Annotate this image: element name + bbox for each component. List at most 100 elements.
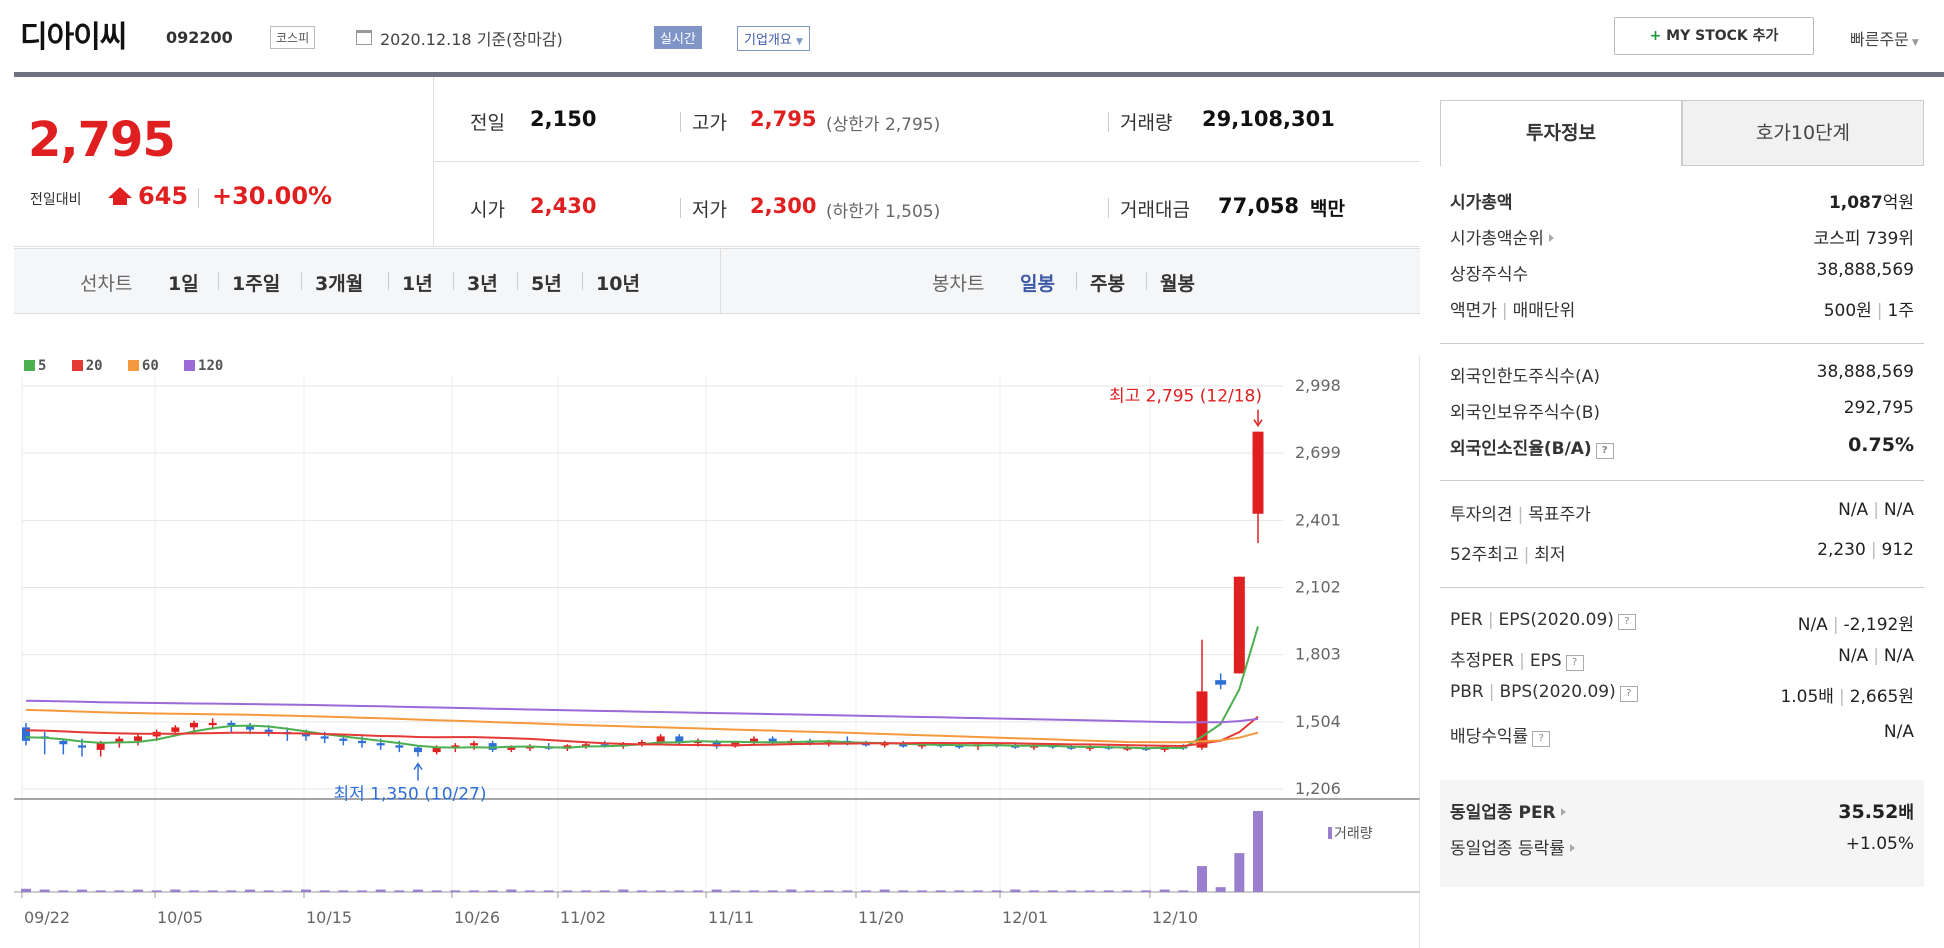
candle-body: [59, 740, 68, 745]
target-text: 목표주가: [1528, 505, 1591, 525]
foreign-hold-row: 외국인보유주식수(B) 292,795: [1440, 398, 1924, 434]
volume-bar: [487, 890, 498, 892]
market-cap-rank-row[interactable]: 시가총액순위 코스피 739위: [1440, 224, 1924, 260]
tab-investment-info[interactable]: 투자정보: [1440, 100, 1682, 166]
market-cap-value: 1,087억원: [1829, 188, 1914, 213]
candle-body: [507, 747, 516, 750]
candle-body: [339, 738, 348, 741]
peer-change-row[interactable]: 동일업종 등락률 +1.05%: [1440, 834, 1924, 870]
peer-change-label: 동일업종 등락률: [1450, 834, 1575, 859]
opinion-row: 투자의견 | 목표주가 N/A | N/A: [1440, 500, 1924, 536]
volume-bar: [413, 889, 423, 892]
x-tick-label: 11/11: [708, 908, 754, 927]
x-tick-label: 10/15: [306, 908, 352, 927]
divider: [1146, 272, 1147, 290]
divider: [453, 272, 454, 290]
volume-bar: [973, 890, 983, 892]
tab-orderbook[interactable]: 호가10단계: [1682, 100, 1924, 166]
candlestick-chart[interactable]: 2,998 2,699 2,401 2,102 1,803 1,504 1,206 09/22…: [0, 355, 1420, 948]
y-tick-label: 1,803: [1295, 645, 1341, 664]
add-mystock-label: MY STOCK 추가: [1666, 28, 1779, 44]
pbr-val: 1.05배: [1780, 687, 1834, 707]
plus-icon: +: [1649, 28, 1662, 44]
candle-body: [880, 743, 889, 746]
divider: [517, 272, 518, 290]
volume-bar: [842, 890, 853, 892]
market-cap-rank-value: 코스피 739위: [1813, 229, 1914, 249]
y-tick-label: 2,102: [1295, 578, 1341, 597]
candle-weekly[interactable]: 주봉: [1090, 273, 1125, 295]
line-chart-label: 선차트: [80, 273, 133, 295]
volume-bar: [469, 890, 479, 892]
period-1w[interactable]: 1주일: [232, 273, 281, 295]
candle-body: [955, 745, 964, 748]
period-1y[interactable]: 1년: [402, 273, 433, 295]
y-tick-label: 2,699: [1295, 443, 1341, 462]
volume-bar: [506, 889, 517, 892]
min-annotation: 최저 1,350 (10/27): [333, 785, 486, 805]
volume-bar: [375, 889, 386, 892]
market-cap-row: 시가총액 1,087억원: [1440, 188, 1924, 224]
volume-bar: [562, 890, 573, 892]
week52-low: 912: [1881, 540, 1914, 560]
realtime-button[interactable]: 실시간: [654, 26, 702, 49]
pbr-row: PBR | BPS(2020.09)? 1.05배 | 2,665원: [1440, 682, 1924, 718]
period-3m[interactable]: 3개월: [315, 273, 364, 295]
add-mystock-button[interactable]: + MY STOCK 추가: [1614, 17, 1814, 55]
peer-per-label: 동일업종 PER: [1450, 798, 1566, 823]
candle-body: [302, 734, 310, 737]
volume-bar: [823, 890, 834, 892]
help-icon[interactable]: ?: [1565, 655, 1584, 671]
foreign-hold-label: 외국인보유주식수(B): [1450, 403, 1601, 423]
quick-order-label: 빠른주문: [1850, 30, 1909, 49]
lower-limit: (하한가 1,505): [826, 202, 941, 222]
y-tick-label: 1,206: [1295, 779, 1341, 798]
volume-bar: [674, 890, 685, 892]
market-cap-number: 1,087: [1828, 193, 1883, 213]
candle-body: [1123, 747, 1132, 750]
volume-bar: [1178, 890, 1189, 892]
candle-body: [582, 744, 590, 747]
period-5y[interactable]: 5년: [531, 273, 562, 295]
period-3y[interactable]: 3년: [467, 273, 498, 295]
candle-body: [320, 736, 329, 739]
x-tick-label: 11/02: [560, 908, 606, 927]
ma-line-20: [25, 715, 1259, 748]
candle-body: [190, 722, 198, 728]
candle-body: [656, 736, 665, 742]
help-icon[interactable]: ?: [1617, 614, 1636, 630]
period-1d[interactable]: 1일: [168, 273, 199, 295]
summary-row-1: [434, 77, 1420, 162]
legend-label-20: 20: [85, 358, 103, 374]
volume-bar: [1066, 890, 1077, 892]
period-10y[interactable]: 10년: [596, 273, 640, 295]
help-icon[interactable]: ?: [1532, 731, 1551, 747]
price-change: 645: [138, 182, 189, 210]
divider: [1108, 198, 1109, 218]
legend-swatch-20: [71, 360, 83, 371]
market-cap-label: 시가총액: [1450, 193, 1513, 213]
help-icon[interactable]: ?: [1619, 686, 1638, 702]
help-icon[interactable]: ?: [1595, 443, 1614, 459]
chevron-down-icon: ▼: [795, 37, 803, 47]
candle-body: [750, 738, 758, 742]
volume-bar: [319, 890, 330, 892]
chart-period-bar: [14, 248, 1420, 314]
candle-daily[interactable]: 일봉: [1020, 273, 1055, 295]
volume-bar: [21, 888, 31, 892]
divider: [1440, 343, 1924, 344]
candle-body: [1196, 691, 1208, 748]
candle-monthly[interactable]: 월봉: [1160, 273, 1195, 295]
dividend-row: 배당수익률? N/A: [1440, 722, 1924, 758]
bps-val: 2,665원: [1849, 687, 1914, 707]
divider: [1076, 272, 1077, 290]
company-overview-button[interactable]: 기업개요 ▼: [737, 26, 810, 51]
volume-bar: [207, 890, 218, 892]
opinion-val: N/A: [1838, 500, 1869, 520]
volume-bar: [599, 890, 610, 892]
peer-per-row[interactable]: 동일업종 PER 35.52배: [1440, 798, 1924, 834]
low-label: 저가: [692, 199, 727, 221]
feps-text: EPS: [1529, 651, 1562, 671]
quick-order-button[interactable]: 빠른주문 ▼: [1850, 26, 1919, 50]
volume-bar: [805, 890, 815, 892]
